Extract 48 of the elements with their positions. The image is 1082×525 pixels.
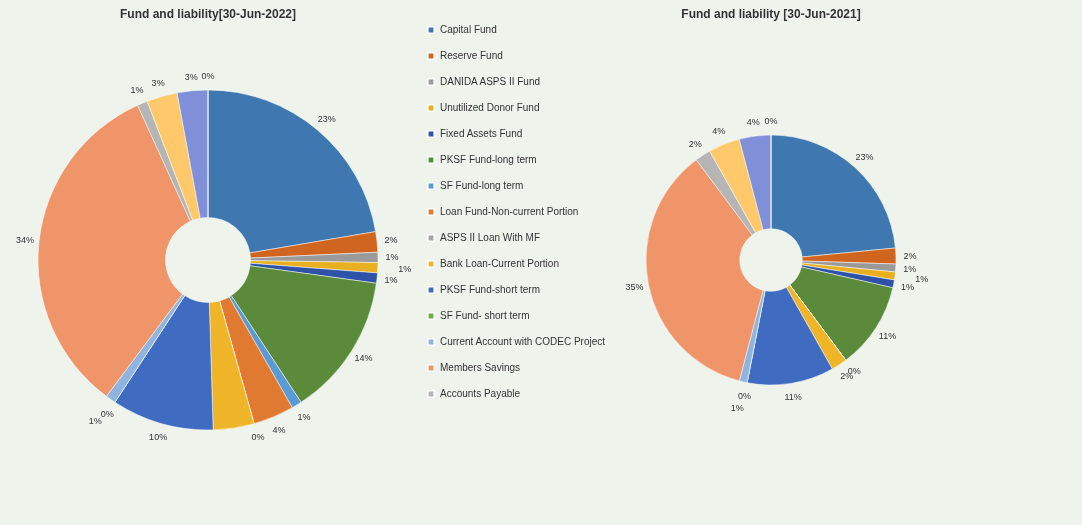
legend-label: Loan Fund-Non-current Portion [440,206,579,217]
text: 0% [201,71,215,81]
legend-label: Members Savings [440,362,521,373]
data-label: 4% [712,126,726,137]
data-label: 2% [384,235,398,246]
legend-label: Capital Fund [440,24,497,35]
legend-label: Accounts Payable [440,388,521,399]
data-label: 23% [855,152,874,163]
data-label: 23% [317,114,336,125]
data-label: 1% [903,263,917,274]
data-label: 3% [184,71,198,82]
legend-label: PKSF Fund-long term [440,154,537,165]
chart-title: Fund and liability [30-Jun-2021] [681,7,861,21]
data-label: 4% [746,117,760,128]
data-label: 1% [915,274,929,285]
data-label: 1% [385,252,399,263]
legend-label: SF Fund-long term [440,180,524,191]
data-label: 1% [297,411,311,422]
data-label: 11% [878,330,897,341]
legend-label: Unutilized Donor Fund [440,102,540,113]
data-label: 11% [784,392,802,403]
text: 0% [251,432,265,443]
data-label: 1% [130,85,144,96]
data-label: 2% [903,250,917,261]
data-label: 1% [730,403,744,414]
chart-title: Fund and liability[30-Jun-2022] [119,7,297,21]
legend-label: ASPS II Loan With MF [440,232,541,243]
data-label: 1% [398,264,412,275]
data-label: 1% [900,281,914,292]
data-label: 3% [151,77,165,88]
legend-label: Fixed Assets Fund [440,128,523,139]
legend-label: DANIDA ASPS II Fund [440,76,541,87]
data-label: 10% [149,432,168,443]
data-label: 1% [384,274,398,285]
text: 0% [100,408,114,419]
legend-label: Reserve Fund [440,50,503,61]
data-label: 35% [625,281,644,292]
legend-label: SF Fund- short term [440,310,530,321]
legend-label: PKSF Fund-short term [440,284,541,295]
data-label: 2% [688,138,702,149]
data-label: 34% [16,235,35,246]
legend-label: Current Account with CODEC Project [440,336,606,347]
data-label: 14% [354,353,373,364]
text: 0% [764,116,778,126]
text: 0% [737,391,751,402]
data-label: 1% [88,416,102,427]
data-label: 4% [272,424,286,435]
legend-label: Bank Loan-Current Portion [440,258,559,269]
